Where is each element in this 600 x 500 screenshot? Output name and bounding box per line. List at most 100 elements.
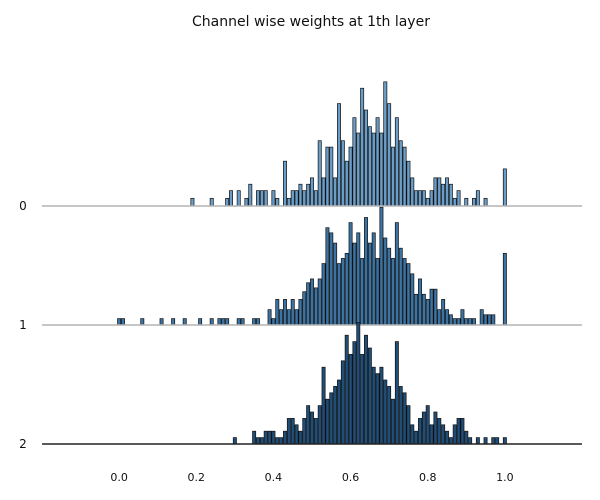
histogram-bar [383,237,388,326]
histogram-bar [317,405,322,445]
ridge-label: 0 [19,199,27,213]
histogram-bar [344,160,349,207]
histogram-bar [236,318,241,326]
histogram-bar [483,437,488,445]
histogram-bar [337,379,341,445]
histogram-bar [452,424,457,445]
histogram-bar [333,386,338,445]
histogram-bar [317,140,322,207]
x-tick-label: 0.2 [188,471,206,484]
histogram-bar [487,314,492,326]
histogram-bar [337,103,341,207]
histogram-bar [495,437,500,445]
histogram-bar [448,437,453,445]
histogram-bar [209,197,214,207]
histogram-bar [468,437,473,445]
histogram-bar [379,132,384,207]
x-tick-label: 1.0 [496,471,514,484]
histogram-bar [414,190,419,207]
histogram-bar [306,405,311,445]
histogram-bar [225,318,230,326]
histogram-bar [421,411,426,445]
histogram-bar [356,232,361,326]
histogram-bar [310,411,314,445]
histogram-bar [429,190,434,207]
histogram-bar [259,437,264,445]
histogram-bar [441,299,446,326]
histogram-bar [398,140,403,207]
ridge-row-0: 0 [19,81,582,213]
histogram-bar [302,190,307,207]
histogram-bar [259,190,264,207]
histogram-bar [263,430,268,445]
histogram-bar [464,197,469,207]
histogram-bar [302,418,307,445]
histogram-bar [460,309,465,326]
histogram-bar [491,437,496,445]
histogram-bar [425,405,430,445]
histogram-bar [475,190,480,207]
histogram-bar [236,190,241,207]
histogram-bar [456,418,461,445]
histogram-bar [294,309,299,326]
histogram-bar [418,190,422,207]
histogram-bar [340,258,345,326]
histogram-bar [356,322,361,445]
x-tick-label: 0.4 [265,471,283,484]
histogram-bar [240,318,245,326]
histogram-bar [406,160,411,207]
histogram-bar [360,258,365,326]
histogram-bar [279,309,284,326]
histogram-bar [375,373,380,445]
histogram-bar [275,299,280,326]
histogram-bar [283,160,287,207]
histogram-bar [352,341,357,445]
histogram-bar [379,206,384,326]
histogram-bar [433,177,438,207]
histogram-bar [290,190,295,207]
histogram-bar [448,314,453,326]
histogram-bar [367,242,372,326]
histogram-bar [340,140,345,207]
histogram-bar [217,318,222,326]
histogram-bar [410,177,415,207]
histogram-bar [456,190,461,207]
histogram-bar [294,190,299,207]
histogram-bar [387,103,392,207]
histogram-bar [464,318,469,326]
histogram-bar [437,177,442,207]
histogram-bar [117,318,122,326]
histogram-bar [286,418,291,445]
histogram-bar [225,197,230,207]
histogram-bar [502,437,507,445]
x-tick-label: 0.6 [342,471,360,484]
histogram-bar [248,183,253,207]
histogram-bar [283,430,287,445]
histogram-bar [364,109,368,207]
histogram-bar [313,287,318,326]
histogram-bar [271,190,276,207]
histogram-bar [402,258,407,326]
histogram-bar [352,117,357,207]
ridge-label: 2 [19,437,27,451]
histogram-bar [333,242,338,326]
histogram-bar [360,87,365,207]
x-tick-label: 0.0 [110,471,128,484]
histogram-bar [448,183,453,207]
histogram-bar [479,309,484,326]
histogram-bar [348,354,353,445]
histogram-bar [414,430,419,445]
histogram-bar [232,437,237,445]
histogram-bar [256,190,260,207]
histogram-bar [421,190,426,207]
histogram-bar [286,309,291,326]
ridge-row-1: 1 [19,206,582,332]
histogram-bar [267,430,272,445]
histogram-bar [198,318,203,326]
histogram-bar [406,263,411,326]
histogram-bar [360,354,365,445]
histogram-bar [456,318,461,326]
histogram-bar [460,418,465,445]
histogram-bar [437,418,442,445]
histogram-bar [425,197,430,207]
